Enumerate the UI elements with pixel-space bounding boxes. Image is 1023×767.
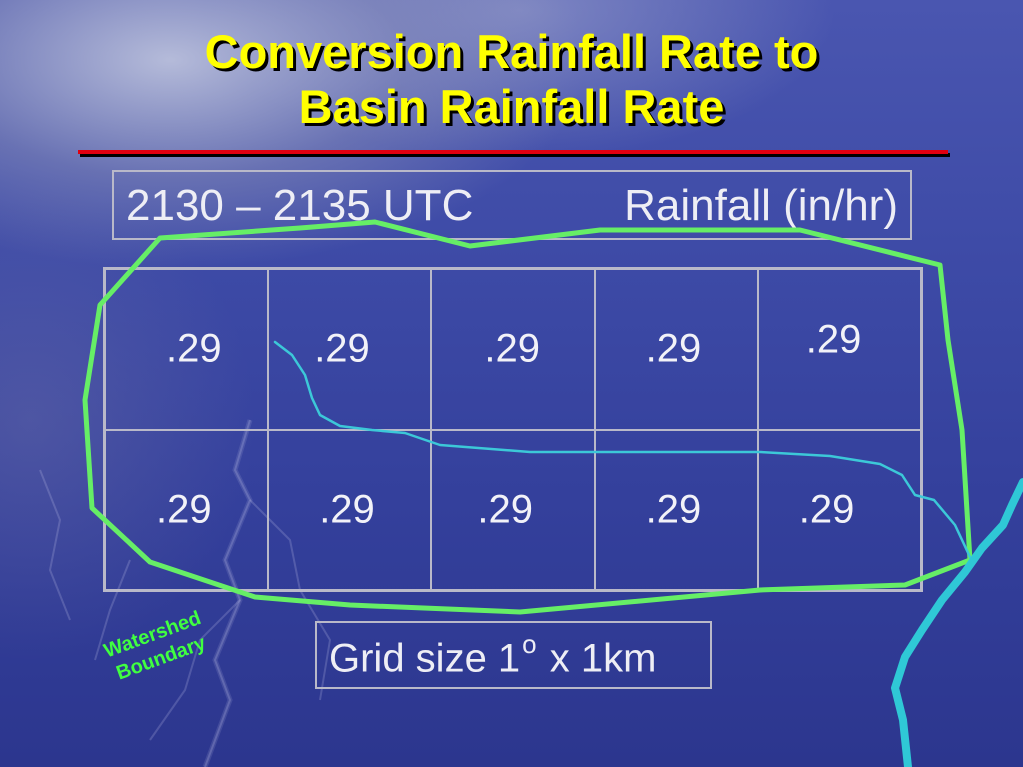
- grid-cell: .29: [268, 429, 432, 590]
- cell-value: .29: [314, 326, 370, 371]
- grid-cell: .29: [105, 429, 269, 590]
- degree-superscript: o: [522, 629, 537, 659]
- cell-value: .29: [477, 487, 533, 532]
- grid-cell: .29: [757, 429, 921, 590]
- rainfall-grid: .29 .29 .29 .29 .29 .29 .29 .29 .29 .29: [103, 267, 923, 592]
- cell-value: .29: [645, 326, 702, 371]
- grid-cell: .29: [594, 269, 758, 430]
- grid-size-text: Grid size 1o x 1km: [329, 629, 657, 681]
- slide-title: Conversion Rainfall Rate to Basin Rainfa…: [0, 24, 1023, 135]
- cell-value: .29: [798, 487, 855, 532]
- rainfall-units-label: Rainfall (in/hr): [624, 181, 898, 230]
- grid-cell: .29: [757, 269, 921, 430]
- grid-cell: .29: [431, 269, 595, 430]
- watershed-boundary: [82, 219, 973, 615]
- cell-value: .29: [484, 326, 540, 371]
- title-underline: [78, 150, 948, 154]
- cell-value: .29: [805, 317, 862, 362]
- grid-size-box: Grid size 1o x 1km: [315, 621, 712, 689]
- time-range-label: 2130 – 2135 UTC: [126, 181, 474, 230]
- cell-value: .29: [319, 487, 375, 532]
- grid-cell: .29: [105, 269, 269, 430]
- river-line: [891, 478, 1023, 767]
- title-line-2: Basin Rainfall Rate: [298, 80, 725, 134]
- grid-cell: .29: [594, 429, 758, 590]
- grid-size-suffix: x 1km: [538, 636, 657, 681]
- cell-value: .29: [156, 487, 212, 532]
- grid-size-prefix: Grid size 1: [329, 636, 521, 681]
- grid-cell: .29: [431, 429, 595, 590]
- grid-cell: .29: [268, 269, 432, 430]
- title-line-1: Conversion Rainfall Rate to: [204, 25, 819, 78]
- cell-value: .29: [166, 326, 222, 371]
- stream-line: [273, 340, 972, 559]
- cell-value: .29: [645, 487, 702, 532]
